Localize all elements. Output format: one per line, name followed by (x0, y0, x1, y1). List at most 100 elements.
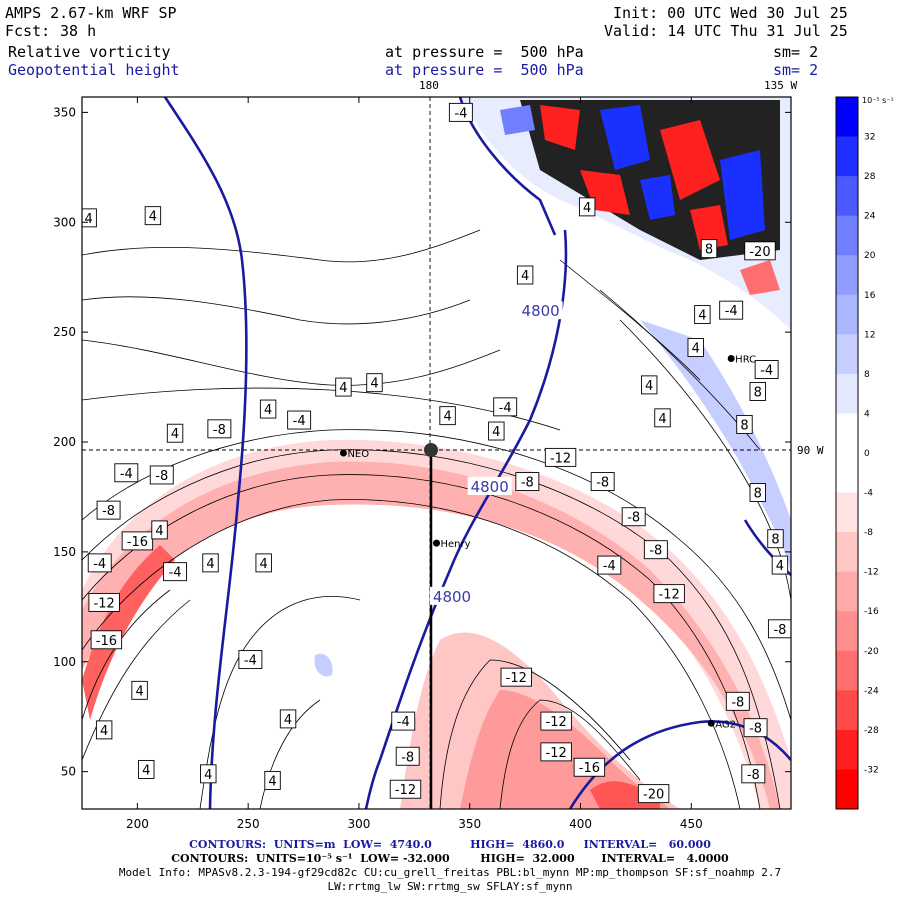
contour-label-text: -4 (499, 401, 512, 416)
contour-label-box (121, 531, 154, 551)
contour-label-text: 4 (692, 342, 700, 357)
negative-vorticity-arc-core (82, 461, 780, 809)
contour-label-text: 4 (583, 201, 591, 216)
contour-label-text: -8 (102, 504, 115, 519)
height-contour-west (163, 97, 248, 809)
contour-label-text: 4 (284, 713, 292, 728)
contour-label-box (754, 360, 779, 379)
vorticity-contour-label: 4 (279, 709, 297, 729)
contour-label-box (621, 507, 646, 527)
forecast-hour: 38 h (60, 22, 97, 40)
height-label-bg (430, 586, 475, 605)
contour-label-box (700, 239, 718, 259)
vorticity-contour-label: -8 (96, 500, 121, 520)
contour-label-box (654, 408, 671, 428)
station-marker (727, 355, 735, 363)
contour-label-box (687, 338, 704, 357)
contour-label-text: -8 (213, 423, 226, 438)
height-contour-info: CONTOURS: UNITS=m LOW= 4740.0 HIGH= 4860… (0, 838, 900, 852)
contour-label-box (389, 779, 422, 799)
contour-label-text: 8 (754, 385, 762, 400)
plot-frame (81, 96, 792, 810)
model-title: AMPS 2.67-km WRF SP (5, 4, 177, 22)
vorticity-contour-label: 4 (439, 406, 456, 426)
vorticity-contour-label: 4 (771, 555, 789, 575)
vorticity-contour-label: -12 (389, 779, 422, 799)
y-tick-label: 350 (53, 105, 76, 119)
contour-label-text: -4 (760, 363, 773, 378)
height-contour-label: 4800 (471, 478, 509, 496)
contour-label-text: -4 (603, 559, 616, 574)
contours2-low: LOW= -32.000 (360, 852, 450, 865)
colorbar-swatch (836, 413, 858, 454)
contour-label-text: -4 (120, 467, 133, 482)
contour-label-box (395, 746, 420, 766)
vorticity-contour-label: 8 (749, 382, 766, 401)
contour-label-text: 4 (521, 269, 529, 284)
vorticity-contour-label: -8 (741, 764, 766, 784)
contour-label-text: -12 (659, 588, 680, 603)
contours1-interval: INTERVAL= 60.000 (583, 838, 711, 851)
contour-label-box (255, 553, 272, 573)
vorticity-contour-label: 4 (200, 764, 217, 784)
station-marker (707, 719, 715, 727)
vorticity-contour-label: -4 (287, 410, 312, 430)
meridian-180-label: 180 (419, 79, 439, 92)
contour-label-box (163, 562, 188, 582)
colorbar-level: -16 (864, 607, 879, 617)
vorticity-contour-label: -12 (653, 584, 685, 604)
vorticity-contour-label: 4 (687, 338, 704, 357)
contour-label-text: -8 (749, 722, 762, 737)
vorticity-contour-label: -4 (114, 463, 139, 483)
meridian-135w-label: 135 W (764, 79, 798, 92)
vorticity-contour-label: -8 (643, 540, 668, 560)
east-positive-band (640, 320, 791, 580)
colorbar-swatch (836, 255, 858, 296)
vorticity-contour-label: -16 (573, 757, 606, 777)
height-contour-label: 4800 (522, 302, 560, 320)
contour-label-text: -12 (550, 451, 571, 466)
contours1-high: HIGH= 4860.0 (470, 838, 565, 851)
contour-label-text: -20 (643, 788, 664, 803)
contour-label-text: -8 (649, 544, 662, 559)
contour-label-box (515, 472, 540, 492)
contours2-interval: INTERVAL= 4.0000 (601, 852, 729, 865)
contour-label-text: 4 (204, 768, 212, 783)
colorbar-swatch (836, 215, 858, 256)
contour-label-box (500, 667, 532, 687)
contour-label-text: -8 (155, 469, 168, 484)
contour-label-text: 4 (339, 381, 347, 396)
vorticity-contour-label: 4 (95, 720, 113, 740)
contour-label-text: 4 (268, 774, 276, 789)
contour-label-text: -20 (749, 245, 770, 260)
contour-label-box (516, 265, 534, 285)
vorticity-contour-label: -8 (515, 472, 540, 492)
contour-label-box (736, 414, 753, 434)
colorbar-unit: 10⁻⁵ s⁻¹ (862, 96, 894, 105)
contour-label-text: 4 (492, 425, 500, 440)
contour-label-box (88, 592, 120, 612)
contour-label-box (448, 102, 473, 122)
vorticity-contour-label: -12 (544, 447, 577, 467)
vorticity-contour-label: 4 (516, 265, 534, 285)
contour-label-text: 4 (443, 410, 451, 425)
colorbar-swatch (836, 294, 858, 335)
contour-label-box (287, 410, 312, 430)
contours2-label: CONTOURS: (171, 852, 249, 865)
colorbar-frame (835, 96, 859, 810)
height-contour-central (364, 229, 568, 809)
contour-label-box (138, 759, 155, 779)
vorticity-contour-label: 4 (488, 421, 505, 441)
forecast-label: Fcst: (5, 22, 51, 40)
contour-label-box (207, 419, 232, 439)
vorticity-contour-label: 4 (255, 553, 272, 573)
contour-label-box (653, 584, 685, 604)
vorticity-contour-label: 8 (767, 529, 784, 549)
contour-label-box (590, 472, 615, 492)
contour-label-text: -8 (627, 511, 640, 526)
colorbar-level: 12 (864, 330, 875, 340)
contour-label-box (493, 397, 518, 417)
contour-label-text: -12 (546, 715, 567, 730)
station-marker (433, 539, 440, 547)
vorticity-contour-label: 4 (138, 759, 155, 779)
